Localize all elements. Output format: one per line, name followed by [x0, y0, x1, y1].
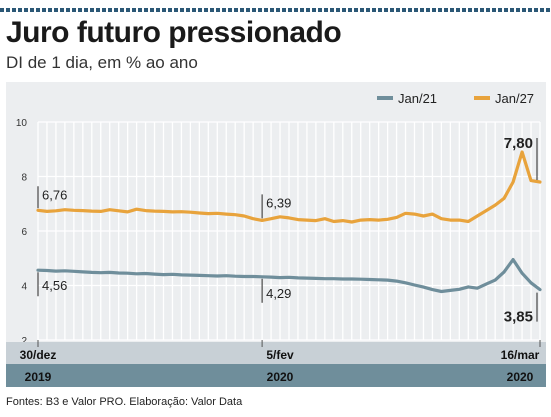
- x-tick-label: 5/fev: [266, 348, 294, 362]
- x-axis-date-band: [6, 342, 546, 364]
- annotation-label: 6,39: [266, 195, 291, 210]
- y-tick-label: 8: [21, 173, 27, 184]
- x-tick-label: 30/dez: [20, 348, 57, 362]
- series-line-jan21: [36, 258, 542, 294]
- y-tick-label: 4: [21, 282, 27, 293]
- y-tick-label: 6: [21, 227, 27, 238]
- y-tick-label: 10: [16, 118, 28, 129]
- annotation-label: 7,80: [504, 135, 533, 152]
- chart-subtitle: DI de 1 dia, em % ao ano: [6, 53, 198, 72]
- annotation-label: 4,29: [266, 286, 291, 301]
- x-tick-year: 2020: [267, 370, 294, 384]
- legend-label: Jan/27: [495, 91, 534, 106]
- x-axis-year-band: [6, 364, 546, 387]
- y-tick-label: 2: [21, 336, 27, 347]
- x-tick-year: 2020: [507, 370, 534, 384]
- source-note: Fontes: B3 e Valor PRO. Elaboração: Valo…: [6, 396, 243, 408]
- chart-title: Juro futuro pressionado: [6, 16, 342, 49]
- annotation-label: 4,56: [42, 278, 67, 293]
- annotation-label: 3,85: [504, 309, 533, 326]
- top-rule: [0, 8, 551, 12]
- annotation-label: 6,76: [42, 187, 67, 202]
- x-tick-year: 2019: [25, 370, 52, 384]
- chart-panel: [6, 82, 546, 387]
- x-tick-label: 16/mar: [501, 348, 540, 362]
- legend-label: Jan/21: [398, 91, 437, 106]
- series-line-jan27: [36, 150, 542, 224]
